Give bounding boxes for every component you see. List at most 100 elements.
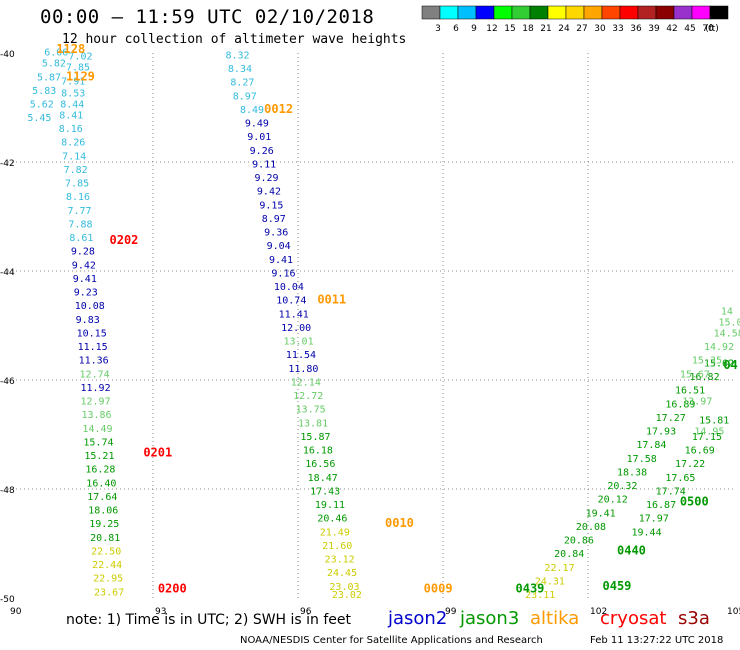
data-point: 14.92 (704, 342, 734, 353)
data-point: 7.77 (67, 206, 91, 217)
data-point: 9.41 (73, 274, 97, 285)
data-point: 12.00 (281, 323, 311, 334)
data-point: 16.56 (305, 459, 335, 470)
data-point: 17.93 (646, 427, 676, 438)
data-point: 9.83 (76, 315, 100, 326)
legend-label: 3 (435, 24, 441, 34)
time-label: 0009 (424, 582, 453, 596)
y-tick-label: -46 (0, 377, 15, 387)
legend-label: 33 (612, 24, 623, 34)
x-tick-label: 96 (300, 607, 312, 617)
data-point: 8.26 (61, 138, 85, 149)
data-point: 8.61 (69, 233, 93, 244)
data-point: 18.47 (308, 473, 338, 484)
data-point: 15.74 (83, 437, 113, 448)
data-point: 17.58 (627, 454, 657, 465)
page-title: 00:00 – 11:59 UTC 02/10/2018 (40, 6, 375, 28)
data-point: 15.67 (680, 369, 710, 380)
data-point: 9.23 (74, 288, 98, 299)
data-point: 8.34 (228, 64, 252, 75)
data-point: 23.11 (525, 590, 555, 601)
time-label: 0010 (385, 516, 414, 530)
data-point: 19.11 (315, 500, 345, 511)
data-point: 13.81 (298, 418, 328, 429)
y-tick-label: -42 (0, 159, 15, 169)
page-subtitle: 12 hour collection of altimeter wave hei… (62, 32, 407, 47)
data-point: 11.15 (78, 342, 108, 353)
x-tick-label: 90 (10, 607, 22, 617)
data-point: 16.40 (86, 478, 116, 489)
data-point: 8.53 (61, 89, 85, 100)
data-point: 8.16 (59, 124, 83, 135)
data-point: 11.41 (279, 309, 309, 320)
timestamp: Feb 11 13:27:22 UTC 2018 (590, 635, 724, 646)
legend-label: 9 (471, 24, 477, 34)
legend-label: 24 (558, 24, 570, 34)
data-point: 16.82 (690, 372, 720, 383)
data-point: 16.89 (665, 399, 695, 410)
data-point: 9.41 (269, 255, 293, 266)
data-point: 12.72 (293, 391, 323, 402)
data-point: 5.82 (42, 59, 66, 70)
x-tick-label: 99 (445, 607, 457, 617)
data-point: 5.62 (30, 100, 54, 111)
data-point: 17.27 (656, 413, 686, 424)
data-point: 13.75 (296, 405, 326, 416)
data-point: 17.15 (692, 432, 722, 443)
time-label: 0459 (603, 579, 632, 593)
data-point: 20.84 (554, 549, 584, 560)
data-point: 18.38 (617, 467, 647, 478)
data-point: 5.83 (32, 86, 56, 97)
data-point: 8.27 (230, 78, 254, 89)
data-point: 6.06 (44, 48, 68, 59)
credit-text: NOAA/NESDIS Center for Satellite Applica… (240, 635, 543, 646)
data-point: 8.49 (240, 105, 264, 116)
legend-label: 21 (540, 24, 551, 34)
data-point: 15.35 (692, 356, 722, 367)
data-point: 8.44 (60, 100, 84, 111)
data-point: 16.51 (675, 386, 705, 397)
time-label: 0440 (617, 543, 646, 557)
data-point: 23.67 (94, 587, 124, 598)
data-point: 9.26 (250, 146, 274, 157)
sat-jason2: jason2 (388, 608, 447, 629)
sat-label: cryosat (600, 608, 667, 629)
y-tick-label: -44 (0, 268, 15, 278)
data-point: 23.03 (329, 582, 359, 593)
data-point: 9.11 (252, 159, 276, 170)
data-point: 9.29 (255, 173, 279, 184)
sat-s3a: s3a (678, 608, 710, 629)
data-point: 7.85 (66, 62, 90, 73)
data-point: 24.45 (327, 568, 357, 579)
data-point: 17.22 (675, 459, 705, 470)
data-point: 20.46 (317, 514, 347, 525)
data-point: 11.92 (81, 383, 111, 394)
data-point: 22.95 (93, 574, 123, 585)
data-point: 5.87 (37, 72, 61, 83)
x-tick-label: 102 (590, 607, 607, 617)
legend-label: 6 (453, 24, 459, 34)
data-point: 21.60 (322, 541, 352, 552)
data-point: 21.49 (320, 527, 350, 538)
note-text: note: 1) Time is in UTC; 2) SWH is in fe… (66, 612, 352, 628)
legend-label: 27 (576, 24, 587, 34)
data-point: 16.69 (685, 446, 715, 457)
data-point: 16.18 (303, 446, 333, 457)
sat-label: s3a (678, 608, 710, 629)
data-point: 13.86 (81, 410, 111, 421)
legend-swatch (709, 5, 729, 20)
data-point: 16.87 (646, 500, 676, 511)
data-point: 20.86 (564, 536, 594, 547)
data-point: 14.95 (694, 427, 724, 438)
data-point: 9.49 (245, 119, 269, 130)
y-tick-label: -48 (0, 486, 15, 496)
legend-label: 36 (630, 24, 642, 34)
data-point: 5.45 (27, 113, 51, 124)
data-point: 8.16 (66, 192, 90, 203)
legend-label: 30 (594, 24, 606, 34)
data-point: 20.81 (90, 533, 120, 544)
data-point: 9.42 (257, 187, 281, 198)
data-point: 16.28 (85, 465, 115, 476)
data-point: 22.50 (91, 546, 121, 557)
